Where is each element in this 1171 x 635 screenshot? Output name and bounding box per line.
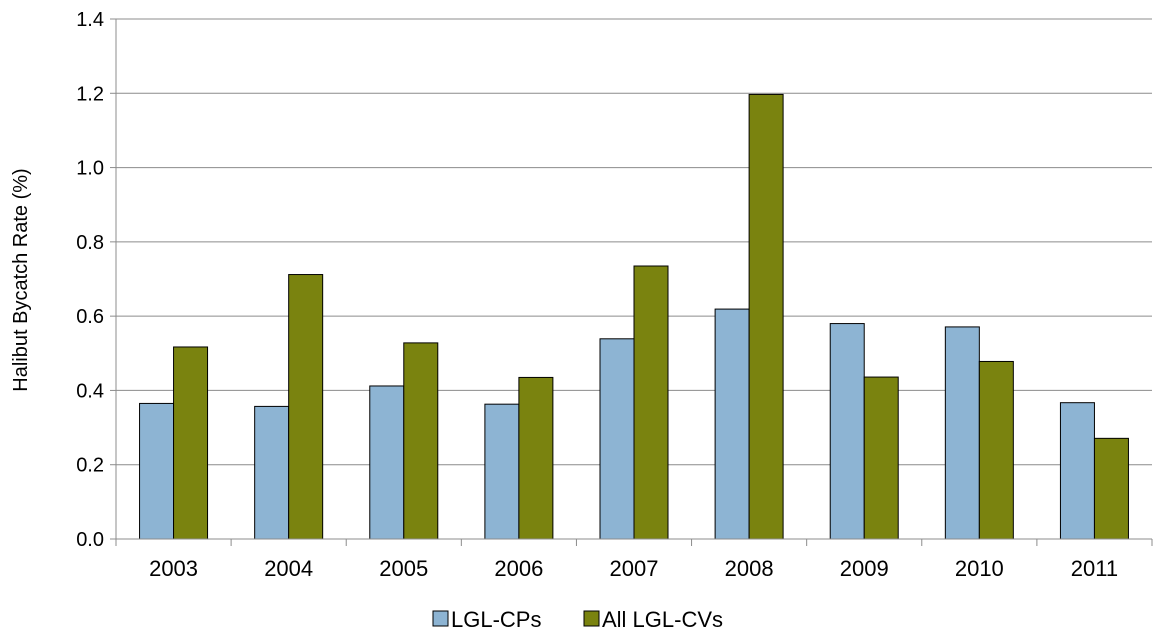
x-tick-label: 2005 — [379, 556, 428, 581]
legend-swatch — [583, 610, 600, 627]
bar-lgl-cps-2006 — [484, 403, 520, 540]
bar-lgl-cps-2005 — [369, 385, 405, 540]
x-tick-label: 2011 — [1071, 556, 1118, 581]
y-axis-title: Halibut Bycatch Rate (%) — [10, 168, 32, 391]
bar-lgl-cps-2011 — [1059, 402, 1095, 540]
bar-all-lgl-cvs-2008 — [748, 93, 784, 540]
y-tick-label: 1.0 — [76, 158, 104, 180]
bar-lgl-cps-2009 — [829, 323, 865, 540]
x-tick-labels: 2003 2004 2005 2006 2007 2008 2009 2010 2011 — [149, 556, 1118, 581]
bar-all-lgl-cvs-2004 — [288, 274, 324, 540]
bars — [139, 93, 1129, 540]
x-tick-label: 2007 — [610, 556, 659, 581]
legend-label: LGL-CPs — [451, 607, 541, 632]
bar-lgl-cps-2010 — [944, 326, 980, 540]
axes — [110, 18, 1153, 546]
bar-all-lgl-cvs-2003 — [173, 346, 209, 540]
bar-all-lgl-cvs-2010 — [978, 360, 1014, 540]
legend-label: All LGL-CVs — [602, 607, 723, 632]
bar-lgl-cps-2004 — [254, 405, 290, 540]
bar-lgl-cps-2008 — [714, 308, 750, 540]
x-tick-label: 2004 — [264, 556, 313, 581]
legend-swatch — [432, 610, 449, 627]
y-tick-label: 0.2 — [76, 455, 104, 477]
x-tick-label: 2008 — [725, 556, 774, 581]
bar-lgl-cps-2003 — [139, 402, 175, 540]
bar-all-lgl-cvs-2005 — [403, 342, 439, 540]
y-tick-label: 0.4 — [76, 380, 104, 402]
y-tick-label: 0.6 — [76, 306, 104, 328]
x-tick-label: 2006 — [494, 556, 543, 581]
x-tick-label: 2010 — [955, 556, 1004, 581]
y-tick-labels: 0.0 0.2 0.4 0.6 0.8 1.0 1.2 1.4 — [76, 9, 104, 551]
bar-all-lgl-cvs-2009 — [863, 376, 899, 540]
y-tick-label: 1.4 — [76, 9, 104, 31]
y-tick-label: 1.2 — [76, 83, 104, 105]
x-tick-label: 2003 — [149, 556, 198, 581]
bar-all-lgl-cvs-2006 — [518, 376, 554, 540]
bar-all-lgl-cvs-2007 — [633, 265, 669, 540]
bar-lgl-cps-2007 — [599, 338, 635, 540]
x-tick-label: 2009 — [840, 556, 889, 581]
y-tick-label: 0.8 — [76, 232, 104, 254]
legend: LGL-CPs All LGL-CVs — [432, 607, 723, 632]
y-tick-label: 0.0 — [76, 529, 104, 551]
bar-all-lgl-cvs-2011 — [1093, 437, 1129, 540]
